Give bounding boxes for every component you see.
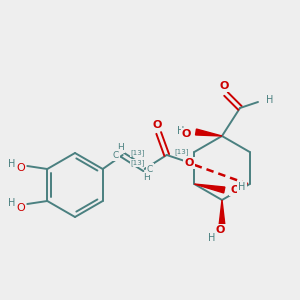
Text: [13]: [13]: [131, 150, 145, 156]
Text: O: O: [152, 120, 161, 130]
Text: H: H: [208, 233, 216, 243]
Text: O: O: [219, 81, 229, 91]
Text: H: H: [8, 198, 15, 208]
Text: [13]: [13]: [175, 148, 189, 155]
Text: C: C: [147, 164, 153, 173]
Text: O: O: [215, 225, 225, 235]
Text: H: H: [238, 182, 246, 192]
Text: O: O: [230, 185, 240, 195]
Polygon shape: [219, 200, 225, 226]
Text: O: O: [182, 129, 191, 139]
Polygon shape: [194, 184, 225, 193]
Text: H: H: [177, 126, 184, 136]
Text: H: H: [8, 159, 15, 169]
Text: O: O: [16, 203, 25, 213]
Text: [13]: [13]: [131, 160, 145, 167]
Text: C: C: [112, 151, 119, 160]
Polygon shape: [196, 129, 222, 136]
Text: O: O: [184, 158, 194, 168]
Text: H: H: [143, 173, 150, 182]
Text: H: H: [266, 95, 273, 105]
Text: H: H: [117, 142, 124, 152]
Text: O: O: [16, 163, 25, 173]
